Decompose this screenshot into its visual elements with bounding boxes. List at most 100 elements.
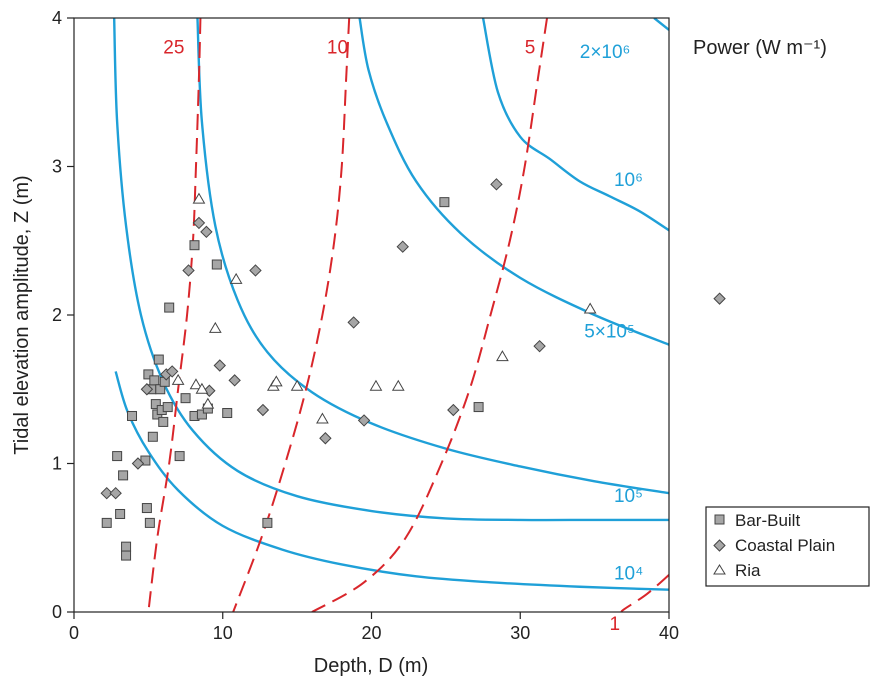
data-point-square (150, 399, 161, 410)
power-curve-4 (114, 371, 669, 591)
curve-labels: 25 10 5 1 2×10⁶ 10⁶ 5×10⁵ 10⁵ 10⁴ (163, 38, 643, 635)
x-tick-label: 30 (510, 623, 530, 643)
power-curve-label: 5×10⁵ (584, 321, 635, 342)
data-point-diamond (131, 457, 145, 470)
ratio-curve-label: 5 (525, 38, 536, 59)
data-point-diamond (319, 432, 332, 445)
curve-layer (112, 18, 669, 612)
y-tick-label: 0 (52, 602, 62, 622)
y-axis-label: Tidal elevation amplitude, Z (m) (11, 175, 33, 454)
data-point-square (121, 550, 132, 561)
data-point-triangle (171, 373, 185, 385)
data-point-triangle (583, 302, 597, 314)
data-point-square (118, 470, 129, 481)
data-point-triangle (189, 378, 203, 390)
data-point-triangle (229, 272, 243, 284)
data-point-square (144, 517, 155, 528)
power-curve-3 (112, 18, 669, 522)
x-tick-label: 0 (69, 623, 79, 643)
data-point-triangle (316, 412, 329, 424)
data-point-diamond (109, 486, 122, 500)
data-point-triangle (269, 375, 283, 387)
power-title: Power (W m⁻¹) (693, 37, 827, 59)
ratio-curve-2 (311, 18, 549, 612)
legend-label-ria: Ria (735, 561, 761, 580)
data-point-square (162, 402, 173, 413)
data-point-square (115, 508, 126, 519)
x-tick-label: 20 (361, 623, 381, 643)
data-point-triangle (496, 350, 509, 362)
data-point-triangle (208, 321, 222, 333)
point-layer (100, 178, 726, 561)
data-point-square (473, 402, 484, 413)
plot-frame (73, 17, 670, 613)
legend-marker-ria (713, 564, 726, 575)
data-point-triangle (195, 382, 209, 394)
ratio-curve-label: 25 (163, 38, 184, 59)
data-point-diamond (165, 365, 179, 378)
power-curve-label: 10⁵ (614, 486, 643, 507)
x-tick-label: 40 (659, 623, 679, 643)
x-tick-label: 10 (213, 623, 233, 643)
y-tick-label: 1 (52, 454, 62, 474)
data-point-square (147, 431, 158, 442)
legend: Bar-Built Coastal Plain Ria (705, 506, 870, 587)
data-point-diamond (533, 339, 546, 353)
ratio-curve-label: 1 (610, 614, 621, 635)
data-point-diamond (228, 374, 241, 387)
axes: 0 10 20 30 40 0 1 2 3 4 (52, 8, 679, 643)
x-axis-label: Depth, D (m) (314, 655, 428, 677)
data-point-square (180, 393, 191, 404)
ratio-curve-1 (232, 18, 351, 612)
ratio-curve-0 (147, 18, 202, 612)
data-point-square (141, 503, 152, 514)
data-point-square (164, 302, 175, 313)
data-point-diamond (140, 383, 154, 396)
data-point-diamond (256, 403, 270, 417)
data-point-square (127, 410, 138, 421)
data-point-diamond (182, 264, 195, 277)
power-curve-5 (653, 18, 669, 31)
data-point-square (101, 517, 112, 528)
y-tick-label: 3 (52, 157, 62, 177)
power-curve-0 (481, 18, 669, 232)
data-point-triangle (369, 379, 383, 391)
legend-marker-coastal-plain (713, 539, 726, 552)
data-point-square (158, 416, 169, 427)
data-point-diamond (249, 264, 262, 277)
data-point-square (439, 197, 450, 208)
data-point-square (196, 409, 207, 420)
power-curve-label: 10⁶ (614, 170, 643, 191)
data-point-diamond (213, 359, 226, 372)
data-point-square (222, 408, 233, 419)
data-point-triangle (192, 192, 206, 204)
legend-marker-bar-built (714, 514, 725, 525)
power-curve-label: 2×10⁶ (580, 42, 631, 63)
data-point-diamond (447, 403, 460, 417)
data-point-diamond (200, 225, 213, 239)
data-point-triangle (201, 397, 215, 409)
power-curve-2 (196, 18, 669, 495)
power-curve-label: 10⁴ (614, 563, 643, 584)
data-point-square (149, 375, 160, 386)
data-point-square (262, 517, 273, 528)
data-point-square (143, 369, 154, 380)
data-point-diamond (192, 216, 206, 230)
data-point-diamond (396, 240, 409, 253)
data-point-square (121, 541, 132, 552)
data-point-square (153, 354, 164, 365)
ratio-curve-label: 10 (327, 38, 348, 59)
data-point-square (112, 451, 123, 462)
data-point-square (189, 240, 200, 251)
y-tick-label: 2 (52, 305, 62, 325)
data-point-diamond (100, 486, 113, 500)
legend-label-bar-built: Bar-Built (735, 511, 800, 530)
data-point-diamond (490, 178, 503, 191)
data-point-triangle (391, 379, 405, 391)
data-point-triangle (290, 379, 304, 391)
legend-label-coastal-plain: Coastal Plain (735, 536, 835, 555)
data-point-diamond (357, 414, 371, 427)
data-point-diamond (713, 292, 726, 305)
legend-box (705, 506, 870, 587)
